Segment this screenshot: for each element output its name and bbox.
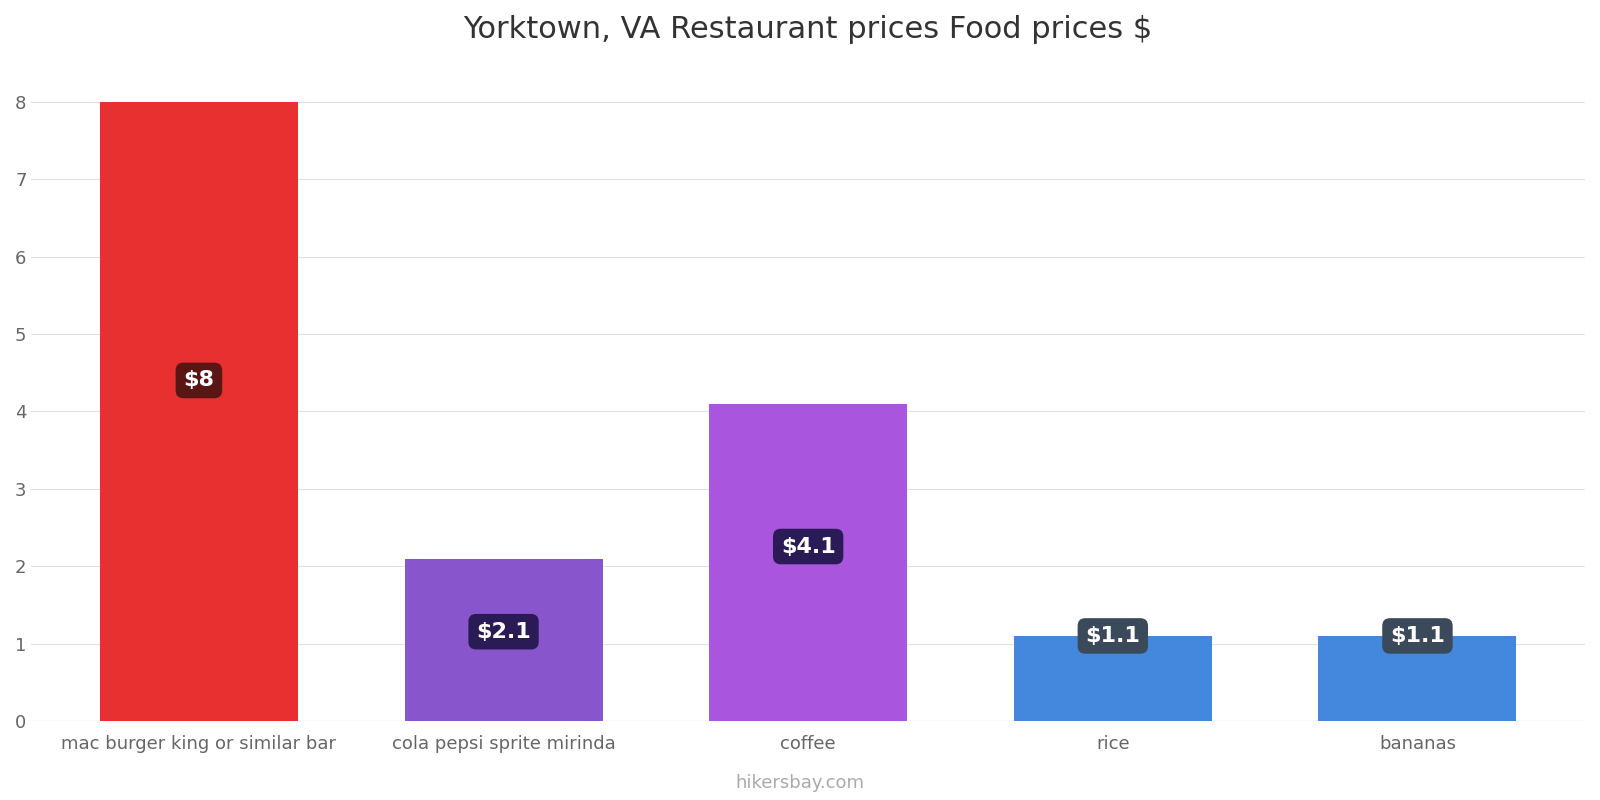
Title: Yorktown, VA Restaurant prices Food prices $: Yorktown, VA Restaurant prices Food pric… [464, 15, 1154, 44]
Text: $2.1: $2.1 [477, 622, 531, 642]
Bar [99, 102, 298, 721]
Text: $1.1: $1.1 [1085, 626, 1141, 646]
Text: hikersbay.com: hikersbay.com [736, 774, 864, 792]
Bar [405, 558, 603, 721]
Bar [709, 404, 907, 721]
Bar [1318, 636, 1517, 721]
Text: $8: $8 [184, 370, 214, 390]
Text: $4.1: $4.1 [781, 537, 835, 557]
Bar [1014, 636, 1211, 721]
Text: $1.1: $1.1 [1390, 626, 1445, 646]
